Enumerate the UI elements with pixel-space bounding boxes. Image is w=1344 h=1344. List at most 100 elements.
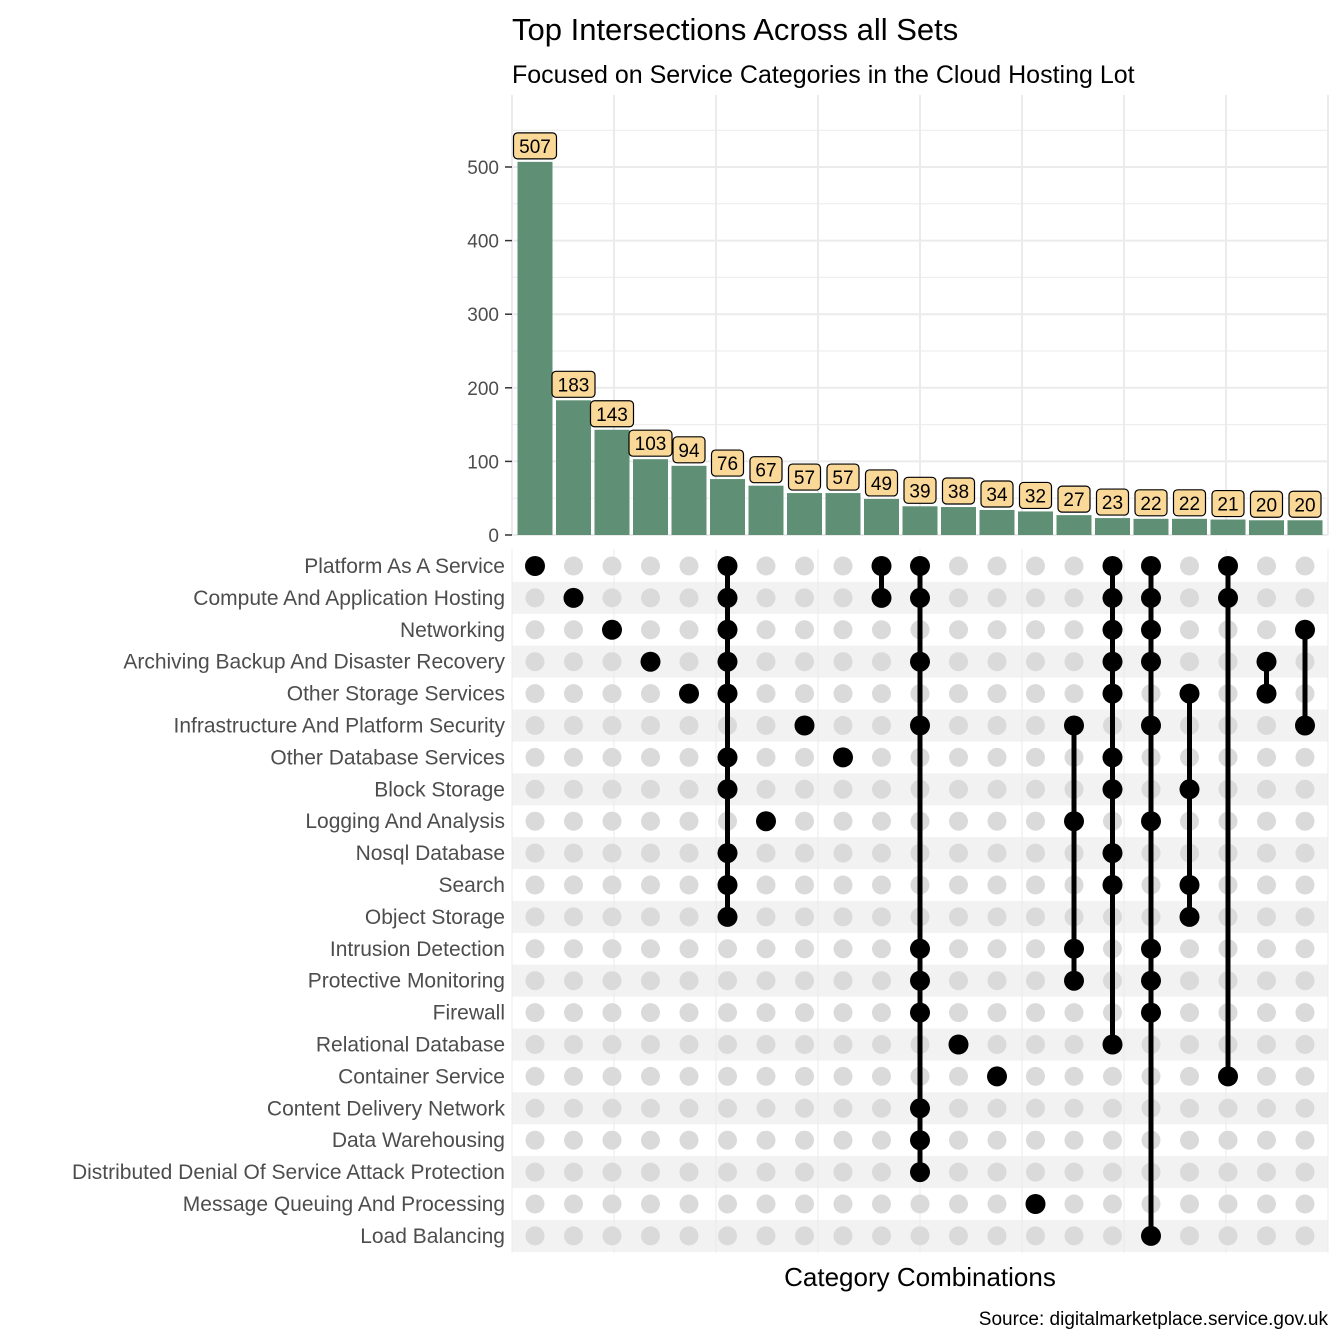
matrix-dot-empty	[564, 1066, 583, 1086]
matrix-dot-empty	[872, 843, 891, 863]
matrix-dot-empty	[910, 1226, 930, 1246]
matrix-dot-empty	[564, 1035, 583, 1054]
matrix-dot-empty	[949, 716, 968, 735]
matrix-dot-filled	[717, 619, 738, 640]
matrix-dot-empty	[1257, 620, 1276, 640]
matrix-dot-empty	[949, 620, 968, 640]
bar-label-box	[941, 477, 976, 505]
matrix-dot-filled	[717, 587, 738, 608]
bar	[671, 465, 707, 535]
matrix-dot-empty	[1257, 747, 1276, 767]
matrix-dot-empty	[1026, 1130, 1045, 1150]
matrix-dot-filled	[910, 1130, 930, 1151]
matrix-dot-empty	[1026, 811, 1045, 831]
matrix-dot-empty	[602, 779, 622, 799]
matrix-dot-empty	[1180, 620, 1199, 640]
matrix-dot-empty	[1295, 1130, 1315, 1150]
set-label: Logging And Analysis	[305, 810, 505, 833]
matrix-dot-empty	[949, 1130, 968, 1150]
set-label: Block Storage	[374, 778, 505, 801]
matrix-dot-empty	[949, 939, 968, 959]
matrix-dot-empty	[1257, 1003, 1276, 1023]
matrix-dot-empty	[795, 1035, 814, 1054]
matrix-dot-filled	[910, 1098, 930, 1119]
matrix-dot-empty	[872, 1066, 891, 1086]
matrix-dot-filled	[640, 651, 661, 672]
matrix-dot-filled	[910, 715, 930, 736]
matrix-dot-filled	[910, 970, 930, 991]
matrix-dot-filled	[717, 747, 738, 768]
matrix-dot-empty	[1257, 588, 1276, 608]
matrix-dot-filled	[910, 938, 930, 959]
matrix-dot-empty	[1026, 875, 1045, 895]
matrix-dot-empty	[1103, 1066, 1122, 1086]
set-label: Message Queuing And Processing	[183, 1193, 505, 1216]
matrix-dot-empty	[833, 716, 853, 735]
matrix-dot-empty	[679, 588, 699, 608]
matrix-dot-empty	[756, 779, 776, 799]
matrix-dot-empty	[795, 747, 814, 767]
matrix-dot-empty	[872, 684, 891, 704]
matrix-dot-empty	[1295, 907, 1315, 927]
bar	[556, 400, 591, 535]
matrix-dot-empty	[525, 811, 545, 831]
matrix-dot-empty	[1295, 875, 1315, 895]
bar-label-box	[1057, 485, 1091, 513]
matrix-dot-empty	[679, 843, 699, 863]
matrix-dot-empty	[1064, 1130, 1084, 1150]
matrix-dot-empty	[602, 1003, 622, 1023]
bar-label-box	[551, 370, 596, 398]
matrix-dot-empty	[1257, 779, 1276, 799]
matrix-dot-empty	[1180, 588, 1199, 608]
matrix-dot-empty	[1026, 939, 1045, 959]
matrix-dot-empty	[833, 907, 853, 927]
matrix-dot-filled	[563, 587, 584, 608]
matrix-dot-empty	[1295, 1035, 1315, 1054]
matrix-dot-filled	[525, 556, 545, 576]
set-label: Search	[438, 874, 505, 897]
matrix-dot-empty	[718, 1194, 737, 1214]
matrix-dot-empty	[833, 1066, 853, 1086]
matrix-dot-empty	[949, 779, 968, 799]
matrix-dot-empty	[564, 1130, 583, 1150]
y-axis: 0 100 200 300 400 500	[467, 158, 512, 547]
bar-label-box	[826, 463, 860, 491]
matrix-dot-empty	[756, 1194, 776, 1214]
set-label: Object Storage	[365, 906, 505, 929]
bar-value-label: 76	[717, 454, 738, 475]
matrix-dot-empty	[679, 1194, 699, 1214]
chart-subtitle: Focused on Service Categories in the Clo…	[512, 61, 1135, 89]
matrix-dot-filled	[1102, 875, 1123, 895]
matrix-dot-empty	[641, 747, 660, 767]
matrix-dot-empty	[525, 1130, 545, 1150]
matrix-dot-filled	[717, 683, 738, 704]
matrix-dot-empty	[718, 1162, 737, 1182]
matrix-dot-empty	[1257, 1162, 1276, 1182]
matrix-dot-filled	[910, 1162, 930, 1183]
matrix-dot-empty	[1064, 1066, 1084, 1086]
matrix-connectors	[525, 556, 1315, 1246]
matrix-dot-empty	[679, 1003, 699, 1023]
matrix-dot-filled	[1064, 715, 1084, 736]
matrix-dot-filled	[1141, 619, 1161, 640]
matrix-dot-filled	[717, 843, 738, 864]
bar-value-label: 103	[635, 434, 667, 455]
y-tick-label: 300	[467, 305, 499, 326]
matrix-dot-empty	[795, 1130, 814, 1150]
matrix-dot-empty	[525, 684, 545, 704]
matrix-dot-empty	[987, 1162, 1007, 1182]
matrix-dot-empty	[872, 875, 891, 895]
bar	[517, 161, 553, 535]
matrix-dot-empty	[756, 1162, 776, 1182]
matrix-dot-empty	[795, 907, 814, 927]
matrix-dot-filled	[1102, 651, 1123, 672]
matrix-dot-empty	[949, 971, 968, 991]
set-label: Content Delivery Network	[267, 1097, 506, 1120]
matrix-dot-empty	[641, 971, 660, 991]
bar-label-box	[1288, 490, 1322, 518]
matrix-dot-empty	[756, 684, 776, 704]
matrix-dot-empty	[756, 1035, 776, 1054]
matrix-dot-empty	[833, 939, 853, 959]
matrix-dot-empty	[1257, 939, 1276, 959]
set-label: Other Database Services	[270, 746, 505, 769]
